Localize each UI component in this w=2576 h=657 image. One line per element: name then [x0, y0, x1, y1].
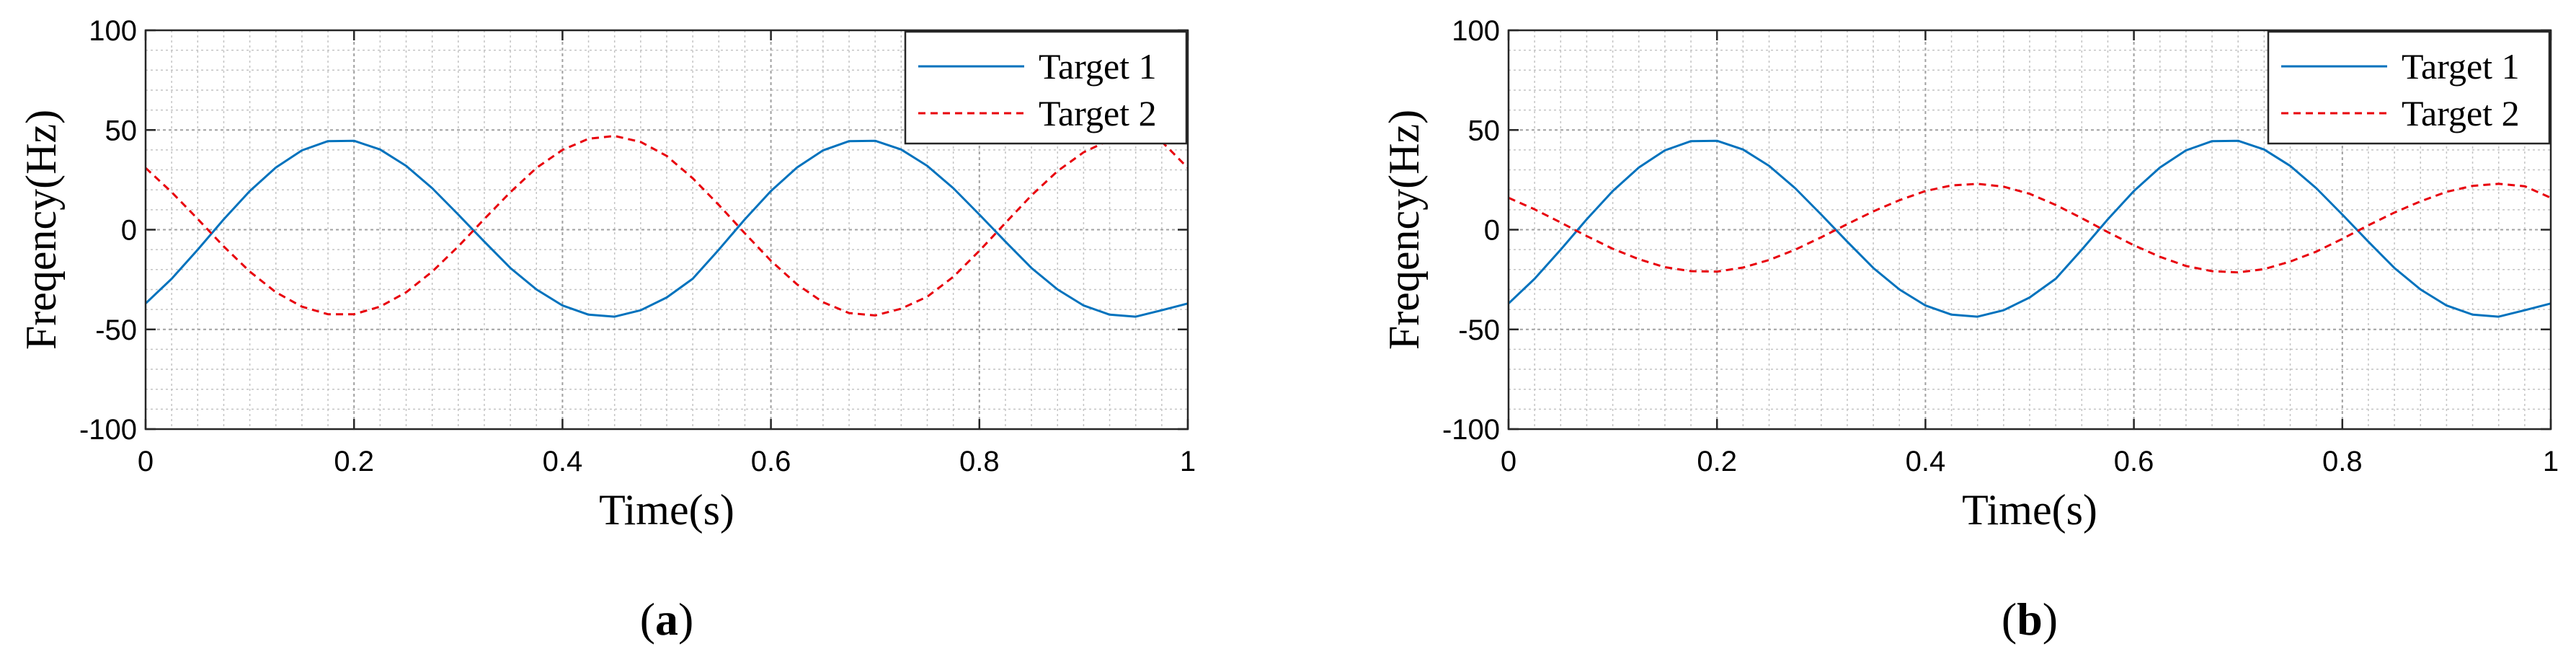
y-axis-title: Freqency(Hz) — [17, 110, 65, 350]
legend: Target 1 Target 2 — [904, 30, 1188, 145]
panel-caption: (a) — [640, 594, 694, 645]
chart-panel-b: 0 0.2 0.4 0.6 0.8 1 -100 -50 0 50 100 Time(s) Freqen… — [1380, 15, 2559, 645]
y-axis-title: Freqency(Hz) — [1380, 110, 1428, 350]
y-tick-label: -100 — [79, 414, 137, 446]
x-tick-label: 0.2 — [334, 446, 374, 477]
y-tick-label: 100 — [1452, 15, 1500, 47]
legend-label-target-2: Target 2 — [1039, 93, 1157, 133]
caption-open-paren: ( — [640, 594, 655, 645]
y-tick-label: 50 — [1468, 115, 1501, 146]
x-tick-label: 0.6 — [751, 446, 791, 477]
series-line-target-2 — [1508, 182, 2551, 274]
x-tick-label: 0.8 — [959, 446, 1000, 477]
caption-open-paren: ( — [2002, 594, 2017, 645]
y-tick-label: -50 — [95, 314, 137, 346]
x-tick-label: 0 — [1501, 446, 1516, 477]
legend: Target 1 Target 2 — [2267, 30, 2551, 145]
caption-letter: b — [2017, 594, 2043, 645]
y-tick-label: 0 — [1484, 215, 1500, 247]
y-tick-label: -100 — [1442, 414, 1500, 446]
legend-box — [2267, 30, 2551, 145]
caption-letter: a — [655, 594, 678, 645]
series-group — [144, 135, 1189, 318]
major-grid — [1509, 30, 2551, 429]
x-tick-label: 0.6 — [2114, 446, 2154, 477]
x-tick-label: 0.2 — [1697, 446, 1737, 477]
y-tick-label: 0 — [121, 215, 137, 247]
legend-label-target-1: Target 1 — [2402, 46, 2520, 87]
x-tick-label: 0.4 — [543, 446, 583, 477]
legend-label-target-2: Target 2 — [2402, 93, 2520, 133]
series-line-target-2 — [144, 135, 1189, 317]
x-axis-title: Time(s) — [1962, 486, 2097, 534]
caption-close-paren: ) — [678, 594, 693, 645]
caption-close-paren: ) — [2043, 594, 2058, 645]
x-tick-label: 1 — [1180, 446, 1196, 477]
chart-panel-a: 0 0.2 0.4 0.6 0.8 1 -100 -50 0 50 100 Time(s) Freqen… — [17, 15, 1196, 645]
legend-label-target-1: Target 1 — [1039, 46, 1157, 87]
series-group — [1507, 139, 2551, 318]
panel-caption: (b) — [2002, 594, 2058, 645]
y-tick-label: 100 — [89, 15, 137, 47]
y-tick-label: 50 — [105, 115, 138, 146]
x-tick-label: 0.4 — [1906, 446, 1946, 477]
x-tick-label: 0.8 — [2322, 446, 2363, 477]
series-line-target-1 — [1507, 139, 2551, 318]
x-tick-label: 0 — [138, 446, 154, 477]
x-tick-label: 1 — [2543, 446, 2559, 477]
x-axis-title: Time(s) — [599, 486, 734, 534]
series-line-target-1 — [144, 139, 1189, 318]
y-tick-label: -50 — [1458, 314, 1500, 346]
legend-box — [904, 30, 1188, 145]
major-grid — [146, 30, 1188, 429]
